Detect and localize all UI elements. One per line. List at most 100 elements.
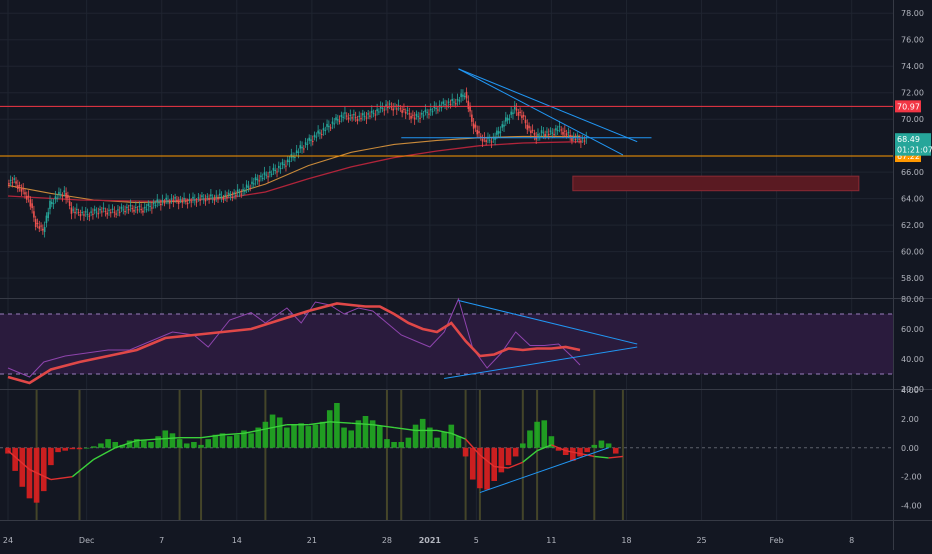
macd-histogram-bar	[484, 447, 490, 490]
candle-body	[163, 202, 166, 204]
signal-marker-bar	[536, 390, 539, 520]
candle-body	[231, 196, 234, 198]
candle-body	[478, 131, 480, 134]
candle-body	[208, 198, 210, 200]
candle-body	[496, 130, 498, 135]
candle-body	[15, 181, 17, 184]
macd-histogram-bar	[133, 439, 140, 448]
macd-histogram-bar	[191, 442, 197, 448]
candle-body	[317, 130, 319, 134]
candle-body	[412, 114, 414, 116]
candle-body	[93, 208, 96, 211]
candle-body	[497, 131, 500, 134]
candle-body	[101, 211, 103, 213]
candle-body	[340, 114, 343, 118]
macd-histogram-bar	[448, 424, 455, 448]
candle-body	[519, 111, 521, 113]
macd-signal-line	[115, 439, 137, 449]
macd-histogram-bar	[341, 427, 347, 448]
macd-histogram-bar	[419, 418, 426, 448]
candle-body	[147, 203, 150, 207]
candle-body	[83, 214, 85, 216]
macd-signal-line	[536, 444, 552, 452]
macd-signal-line	[243, 428, 266, 435]
candle-body	[521, 115, 523, 119]
candle-body	[181, 201, 184, 203]
macd-histogram-bar	[326, 410, 333, 448]
macd-histogram-bar	[105, 439, 111, 448]
candle-body	[168, 202, 171, 204]
candle-body	[276, 171, 278, 173]
candle-body	[429, 108, 432, 111]
candle-body	[313, 134, 316, 138]
macd-axis-tick-label: 0.00	[901, 444, 919, 453]
macd-signal-line	[50, 475, 73, 481]
candle-body	[572, 136, 575, 138]
macd-histogram-bar	[491, 447, 497, 481]
macd-histogram-bar	[548, 436, 555, 448]
price-trendline	[458, 68, 638, 143]
candle-body	[177, 202, 180, 204]
rsi-axis-tick-label: 40.00	[901, 355, 924, 364]
candle-body	[356, 119, 359, 122]
candle-body	[303, 148, 305, 150]
candle-body	[167, 200, 169, 202]
candle-body	[331, 121, 334, 124]
candle-body	[215, 195, 218, 197]
macd-signal-line	[522, 450, 538, 463]
macd-histogram-bar	[427, 427, 433, 448]
candle-body	[546, 131, 548, 133]
candle-body	[195, 201, 198, 203]
candle-body	[72, 209, 75, 211]
candle-body	[451, 98, 453, 102]
candle-body	[428, 113, 430, 115]
candle-body	[172, 200, 175, 202]
candle-body	[385, 104, 387, 107]
candle-body	[22, 188, 24, 190]
candle-body	[242, 189, 244, 191]
candle-body	[27, 195, 30, 198]
candle-body	[108, 209, 110, 211]
candle-body	[160, 203, 162, 206]
candle-body	[378, 111, 380, 113]
price-axis-tick-label: 64.00	[901, 195, 924, 204]
candle-body	[281, 162, 284, 165]
macd-signal-line	[594, 455, 609, 459]
candle-body	[68, 201, 71, 206]
candle-body	[252, 183, 255, 185]
candle-body	[294, 156, 296, 158]
price-axis-tick-label: 62.00	[901, 221, 924, 230]
candle-body	[485, 140, 487, 142]
candle-body	[13, 178, 16, 180]
candle-body	[67, 195, 69, 199]
candle-body	[251, 181, 253, 184]
candle-body	[388, 103, 391, 105]
candle-body	[354, 117, 357, 119]
candle-body	[90, 211, 92, 213]
candle-body	[142, 210, 144, 213]
macd-histogram-bar	[369, 420, 376, 448]
time-axis-tick-label: 14	[232, 536, 242, 545]
candle-body	[65, 192, 67, 199]
candle-body	[574, 138, 577, 140]
candle-body	[481, 139, 484, 142]
candle-body	[315, 136, 318, 138]
macd-histogram-bar	[241, 430, 247, 448]
candle-body	[233, 192, 235, 194]
candle-body	[472, 123, 475, 129]
candle-body	[269, 171, 271, 174]
candle-body	[11, 182, 14, 184]
candle-body	[122, 209, 125, 211]
candle-body	[272, 167, 275, 171]
candle-body	[556, 130, 559, 132]
time-axis-tick-label: 2021	[419, 536, 442, 545]
candle-body	[36, 223, 39, 225]
candle-body	[158, 202, 160, 204]
rsi-smoothed-line	[7, 302, 581, 385]
candle-body	[533, 133, 536, 135]
price-axis-tick-label: 78.00	[901, 9, 924, 18]
candle-body	[471, 114, 473, 122]
macd-histogram-bar	[591, 444, 598, 448]
